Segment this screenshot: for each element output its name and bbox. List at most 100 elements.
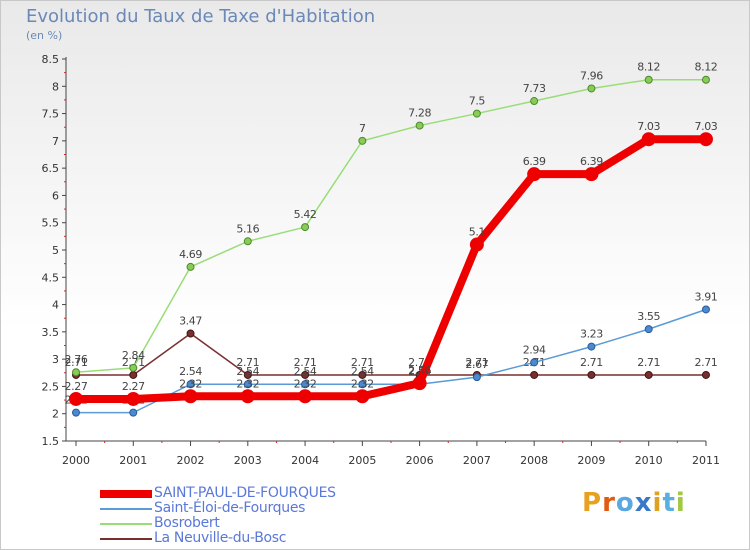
legend-label-bosrobert: Bosrobert <box>154 515 220 531</box>
logo-letter: i <box>652 488 663 518</box>
data-label: 2.54 <box>236 365 259 378</box>
data-point <box>358 136 367 145</box>
legend-swatch-la-neuville-du-bosc <box>100 538 152 540</box>
y-tick-label: 2.5 <box>42 380 60 393</box>
data-point <box>243 237 252 246</box>
data-point <box>530 370 539 379</box>
chart-unit-label: (en %) <box>26 29 63 42</box>
data-label: 2.67 <box>465 358 488 371</box>
data-label: 8.12 <box>637 61 660 74</box>
data-label: 2.27 <box>122 380 145 393</box>
legend-label-la-neuville-du-bosc: La Neuville-du-Bosc <box>154 530 287 546</box>
data-point <box>243 370 252 379</box>
x-tick-label: 2011 <box>692 454 720 467</box>
data-point <box>587 84 596 93</box>
data-point <box>129 363 138 372</box>
data-label: 2.71 <box>695 356 718 369</box>
data-point <box>186 380 195 389</box>
data-point <box>641 132 656 147</box>
series-la-neuville-du-bosc: 2.71 2.71 3.47 2.71 2.71 2.71 2.71 2.71 2.71 2.71… <box>65 314 718 379</box>
data-label: 7.96 <box>580 69 603 82</box>
data-label: 2.27 <box>65 380 88 393</box>
x-tick-label: 2008 <box>520 454 548 467</box>
data-point <box>587 370 596 379</box>
legend-label-saint-paul-de-fourques: SAINT-PAUL-DE-FOURQUES <box>154 485 336 501</box>
logo-letter: P <box>582 488 603 518</box>
x-tick-label: 2000 <box>62 454 90 467</box>
data-point <box>243 380 252 389</box>
logo-letter: o <box>615 488 635 518</box>
legend-label-saint-eloi-de-fourques: Saint-Éloi-de-Fourques <box>154 500 306 516</box>
y-tick-label: 7 <box>52 135 59 148</box>
data-point <box>698 132 713 147</box>
data-point <box>644 370 653 379</box>
y-tick-label: 6.5 <box>42 162 60 175</box>
data-point <box>358 380 367 389</box>
series-line <box>72 135 710 403</box>
logo-letter: i <box>675 488 686 518</box>
data-label: 5.1 <box>469 226 485 239</box>
data-label: 2.71 <box>122 356 145 369</box>
data-point <box>701 305 710 314</box>
legend-swatch-bosrobert <box>100 523 152 525</box>
logo-letter: x <box>634 488 653 518</box>
data-point <box>644 325 653 334</box>
y-tick-label: 6 <box>52 189 59 202</box>
x-tick-label: 2007 <box>463 454 491 467</box>
data-label: 2.71 <box>465 356 488 369</box>
data-point <box>584 167 599 182</box>
series-saint-paul-de-fourques: 2.27 2.27 2.32 2.32 2.32 2.32 2.56 5.1 6.39 6.39 7… <box>65 120 718 406</box>
data-label: 2.71 <box>236 356 259 369</box>
data-point <box>186 329 195 338</box>
data-label: 2.71 <box>65 356 88 369</box>
y-tick-label: 3 <box>52 353 59 366</box>
data-point <box>530 97 539 106</box>
x-tick-label: 2009 <box>577 454 605 467</box>
series-line <box>75 308 707 414</box>
data-point <box>301 370 310 379</box>
data-label: 2.71 <box>580 356 603 369</box>
data-point <box>72 408 80 417</box>
data-label: 7.5 <box>469 95 486 108</box>
data-label: 7.03 <box>637 120 660 133</box>
data-point <box>298 389 313 404</box>
x-tick-label: 2002 <box>177 454 205 467</box>
data-label: 2.71 <box>294 356 317 369</box>
data-label: 5.16 <box>236 222 259 235</box>
data-label: 3.91 <box>695 290 718 303</box>
data-point <box>358 370 367 379</box>
data-label: 8.12 <box>695 61 718 74</box>
y-tick-label: 4.5 <box>42 271 60 284</box>
data-point <box>126 391 141 406</box>
data-label: 3.23 <box>580 328 603 341</box>
data-label: 2.54 <box>179 365 202 378</box>
data-label: 2.84 <box>122 349 145 362</box>
data-point <box>469 237 484 252</box>
data-point <box>415 121 424 130</box>
data-label: 6.39 <box>580 155 603 168</box>
data-point <box>472 109 481 118</box>
data-point <box>527 167 542 182</box>
data-label: 2.32 <box>351 377 374 390</box>
line-chart: 1.5 2 2.5 3 3.5 4 4.5 5 5.5 6 6.5 7 7.5 8 8.5 2000 2001 2… <box>42 53 720 467</box>
data-point <box>301 223 310 232</box>
data-label: 2.56 <box>408 364 431 377</box>
legend-swatch-saint-eloi-de-fourques <box>100 508 152 510</box>
data-label: 2.71 <box>637 356 660 369</box>
data-label: 3.47 <box>179 314 202 327</box>
x-tick-label: 2005 <box>348 454 376 467</box>
series-line <box>75 78 707 373</box>
data-label: 7 <box>359 122 366 135</box>
y-tick-label: 7.5 <box>42 108 60 121</box>
data-point <box>412 376 427 391</box>
x-tick-label: 2010 <box>635 454 663 467</box>
chart-title: Evolution du Taux de Taxe d'Habitation <box>26 6 376 27</box>
data-point <box>644 75 653 84</box>
y-tick-label: 8.5 <box>42 53 60 66</box>
data-point <box>587 342 596 351</box>
series-bosrobert: 2.76 2.84 4.69 5.16 5.42 7 7.28 7.5 7.73 7.96 8.12… <box>65 61 718 377</box>
data-point <box>69 391 83 406</box>
data-label: 3.55 <box>637 310 660 323</box>
data-point <box>701 370 710 379</box>
